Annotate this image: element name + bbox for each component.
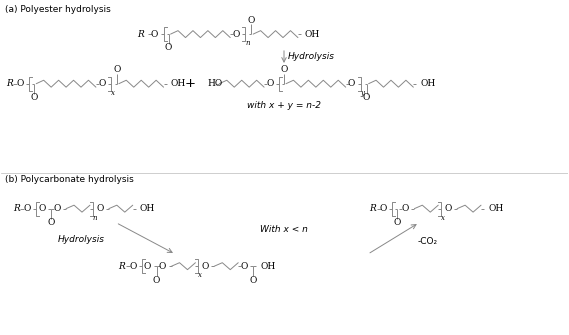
Text: O: O xyxy=(151,29,158,39)
Text: +: + xyxy=(185,77,196,90)
Text: O: O xyxy=(113,65,121,74)
Text: R: R xyxy=(118,262,125,271)
Text: O: O xyxy=(165,44,172,53)
Text: O: O xyxy=(201,262,209,271)
Text: O: O xyxy=(380,204,387,213)
Text: O: O xyxy=(153,276,160,284)
Text: O: O xyxy=(53,204,61,213)
Text: O: O xyxy=(363,93,370,102)
Text: n: n xyxy=(93,214,97,222)
Text: O: O xyxy=(394,218,401,227)
Text: Hydrolysis: Hydrolysis xyxy=(288,52,335,61)
Text: O: O xyxy=(249,276,257,284)
Text: O: O xyxy=(47,218,55,227)
Text: OH: OH xyxy=(171,79,186,88)
Text: x: x xyxy=(199,271,203,279)
Text: R: R xyxy=(6,79,13,88)
Text: R: R xyxy=(13,204,20,213)
Text: O: O xyxy=(241,262,248,271)
Text: O: O xyxy=(144,262,151,271)
Text: O: O xyxy=(96,204,104,213)
Text: (b) Polycarbonate hydrolysis: (b) Polycarbonate hydrolysis xyxy=(5,175,134,184)
Text: R: R xyxy=(137,29,144,39)
Text: Hydrolysis: Hydrolysis xyxy=(57,235,105,244)
Text: OH: OH xyxy=(140,204,155,213)
Text: OH: OH xyxy=(420,79,436,88)
Text: O: O xyxy=(348,79,356,88)
Text: O: O xyxy=(129,262,137,271)
Text: x: x xyxy=(111,89,115,97)
Text: O: O xyxy=(39,204,46,213)
Text: OH: OH xyxy=(260,262,275,271)
Text: With x < n: With x < n xyxy=(260,225,308,234)
Text: y: y xyxy=(361,89,365,97)
Text: O: O xyxy=(281,65,288,74)
Text: O: O xyxy=(233,29,240,39)
Text: O: O xyxy=(402,204,409,213)
Text: O: O xyxy=(31,93,38,102)
Text: OH: OH xyxy=(488,204,503,213)
Text: O: O xyxy=(159,262,166,271)
Text: OH: OH xyxy=(305,29,320,39)
Text: O: O xyxy=(98,79,106,88)
Text: O: O xyxy=(248,16,255,25)
Text: (a) Polyester hydrolysis: (a) Polyester hydrolysis xyxy=(5,5,111,14)
Text: R: R xyxy=(369,204,376,213)
Text: x: x xyxy=(441,214,445,222)
Text: O: O xyxy=(23,204,31,213)
Text: with x + y = n-2: with x + y = n-2 xyxy=(247,101,321,110)
Text: O: O xyxy=(266,79,274,88)
Text: n: n xyxy=(245,39,250,47)
Text: O: O xyxy=(17,79,24,88)
Text: HO: HO xyxy=(207,79,222,88)
Text: -CO₂: -CO₂ xyxy=(417,237,438,246)
Text: O: O xyxy=(444,204,452,213)
